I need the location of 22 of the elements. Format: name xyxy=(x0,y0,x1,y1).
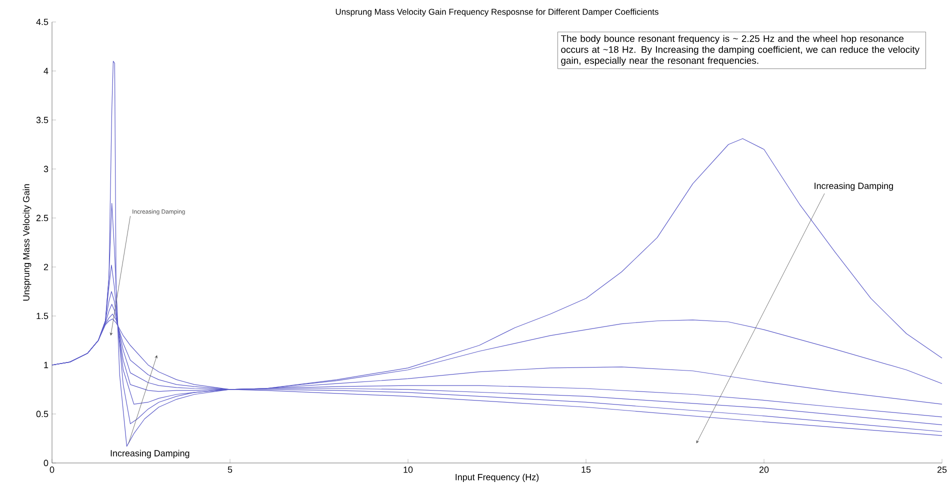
x-tick-label: 25 xyxy=(937,466,947,473)
y-tick-label: 3.5 xyxy=(36,116,48,124)
chart-title: Unsprung Mass Velocity Gain Frequency Resposnse for Different Damper Coefficients xyxy=(336,8,658,16)
x-tick-label: 0 xyxy=(50,466,54,473)
y-tick-label: 2.5 xyxy=(36,214,48,222)
y-axis-title: Unsprung Mass Velocity Gain xyxy=(22,184,32,301)
y-tick-label: 4.5 xyxy=(36,18,48,26)
y-tick-label: 3 xyxy=(44,166,48,172)
annotation: Increasing Damping xyxy=(814,182,893,191)
annotation: Increasing Damping xyxy=(110,450,190,458)
y-tick-label: 0.5 xyxy=(36,410,48,418)
x-axis-title: Input Frequency (Hz) xyxy=(456,474,539,482)
y-tick-label: 0 xyxy=(44,460,48,466)
y-tick-label: 1.5 xyxy=(36,312,48,320)
y-tick-label: 4 xyxy=(44,68,48,74)
y-tick-label: 1 xyxy=(44,362,48,368)
x-tick-label: 15 xyxy=(582,466,591,473)
y-tick-label: 2 xyxy=(44,264,48,270)
x-tick-label: 20 xyxy=(759,466,769,473)
x-tick-label: 5 xyxy=(228,466,232,473)
x-tick-label: 10 xyxy=(404,466,413,473)
annotation: The body bounce resonant frequency is ~ 2.25 Hz and the wheel hop resonance occurs at ~18 Hz. By Increasing the damping coefficient, we can reduce the velocity gain, especially near the resonant frequencies. xyxy=(560,34,920,66)
